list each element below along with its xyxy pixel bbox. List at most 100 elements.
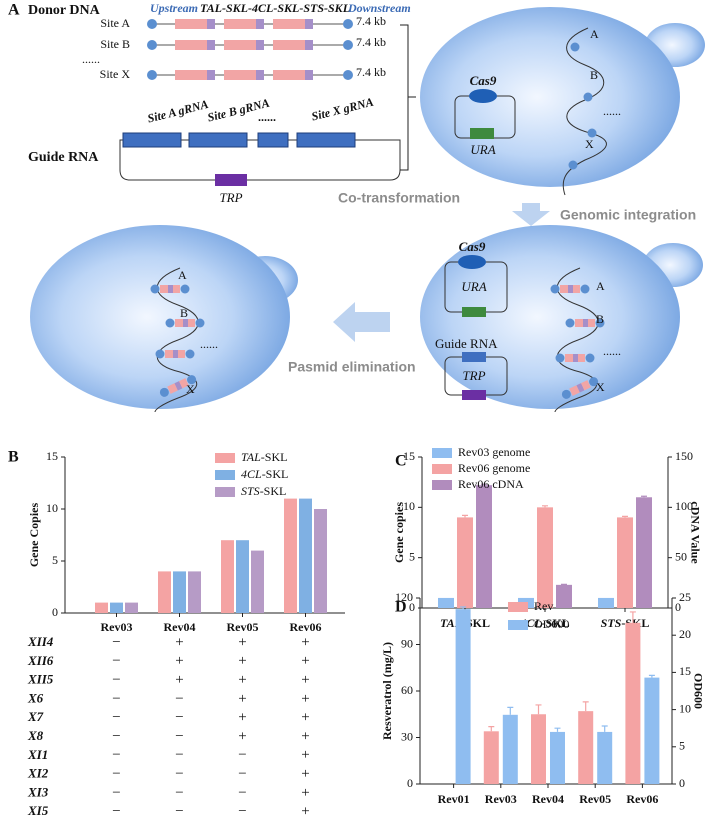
error-bar: [462, 514, 468, 518]
chromosome: [562, 27, 607, 196]
row-mark: +: [301, 728, 309, 744]
row-mark: −: [112, 653, 120, 669]
row-mark: +: [301, 747, 309, 763]
y2-axis-label: OD600: [691, 673, 705, 709]
site-size: 7.4 kb: [356, 35, 386, 49]
y2-tick-label: 0: [675, 600, 681, 614]
row-mark: −: [175, 747, 183, 763]
bar: [173, 571, 186, 613]
legend-label: Rev06 cDNA: [458, 477, 524, 491]
row-label: XI1: [27, 747, 48, 762]
y-tick-label: 90: [401, 636, 413, 650]
row-label: XII4: [27, 634, 54, 649]
bar: [221, 540, 234, 613]
y-tick-label: 5: [52, 553, 58, 567]
arrow-down: [512, 203, 550, 226]
site-name: Site A: [100, 16, 130, 30]
row-mark: −: [175, 710, 183, 726]
site-name: Site X: [100, 67, 131, 81]
grna-label: Site A gRNA: [146, 97, 210, 126]
row-mark: +: [301, 785, 309, 801]
row-mark: −: [175, 785, 183, 801]
row-mark: −: [112, 691, 120, 707]
bar: [476, 485, 492, 608]
bar: [578, 711, 594, 784]
site-mark: ......: [603, 344, 621, 358]
legend-label: STS-SKL: [241, 484, 286, 498]
error-bar: [641, 495, 647, 498]
x-tick-label: Rev06: [290, 620, 322, 634]
cas9-box: [458, 255, 486, 269]
legend-swatch: [508, 602, 528, 612]
site-mark: B: [180, 306, 188, 320]
row-mark: +: [301, 710, 309, 726]
error-bar: [554, 727, 561, 732]
row-mark: +: [238, 728, 246, 744]
row-mark: −: [112, 804, 120, 820]
bar: [455, 609, 471, 784]
bar: [598, 597, 614, 608]
site-mark: ......: [200, 337, 218, 351]
grna-box: [296, 132, 356, 148]
row-label: X8: [27, 728, 44, 743]
y2-tick-label: 50: [675, 549, 687, 563]
y-tick-label: 30: [401, 729, 413, 743]
bar: [299, 498, 312, 613]
upstream: Upstream: [150, 1, 198, 15]
row-mark: +: [175, 653, 183, 669]
error-bar: [582, 701, 589, 712]
row-mark: −: [238, 785, 246, 801]
donor-rows: [147, 19, 353, 80]
x-tick-label: Rev03: [485, 792, 517, 806]
row-label: XI3: [27, 784, 49, 799]
bar: [457, 517, 473, 608]
legend-swatch: [432, 480, 452, 490]
legend-swatch: [432, 448, 452, 458]
cell: [30, 225, 290, 409]
x-tick-label: Rev04: [532, 792, 564, 806]
error-bar: [481, 483, 487, 486]
y2-tick-label: 10: [679, 701, 691, 715]
y-tick-label: 0: [52, 605, 58, 619]
grna-label: ......: [258, 110, 276, 124]
y2-tick-label: 20: [679, 627, 691, 641]
error-bar: [535, 704, 542, 715]
y2-axis-label: cDNA Value: [688, 501, 702, 564]
row-mark: −: [175, 728, 183, 744]
cas9-label: Cas9: [459, 239, 486, 254]
row-mark: −: [238, 747, 246, 763]
x-tick-label: Rev05: [579, 792, 611, 806]
row-mark: −: [112, 766, 120, 782]
y-tick-label: 10: [403, 499, 415, 513]
bar: [531, 714, 546, 784]
site-mark: X: [585, 137, 594, 151]
row-mark: +: [175, 672, 183, 688]
bar: [188, 571, 201, 613]
bar: [644, 677, 660, 784]
bar: [95, 602, 108, 613]
legend-label: TAL-SKL: [241, 450, 287, 464]
y-tick-label: 5: [409, 549, 415, 563]
site-name: Site B: [100, 37, 130, 51]
bar: [251, 550, 264, 613]
x-tick-label: STS-SKL: [601, 616, 650, 630]
bracket: [400, 24, 416, 171]
row-mark: −: [112, 710, 120, 726]
step-label: Co-transformation: [338, 190, 460, 206]
step-label: Genomic integration: [560, 207, 696, 223]
cassette: TAL-SKL-4CL-SKL-STS-SKL: [200, 1, 350, 15]
row-mark: +: [301, 634, 309, 650]
y2-tick-label: 0: [679, 776, 685, 790]
panel-label: B: [8, 449, 19, 466]
downstream: Downstream: [347, 1, 411, 15]
row-mark: +: [301, 672, 309, 688]
y2-tick-label: 5: [679, 739, 685, 753]
error-bar: [648, 674, 655, 678]
row-mark: +: [238, 691, 246, 707]
row-mark: −: [238, 804, 246, 820]
row-mark: −: [238, 766, 246, 782]
site-mark: A: [590, 27, 599, 41]
legend-label: 4CL-SKL: [241, 467, 288, 481]
bar: [314, 509, 327, 613]
error-bar: [629, 611, 636, 623]
